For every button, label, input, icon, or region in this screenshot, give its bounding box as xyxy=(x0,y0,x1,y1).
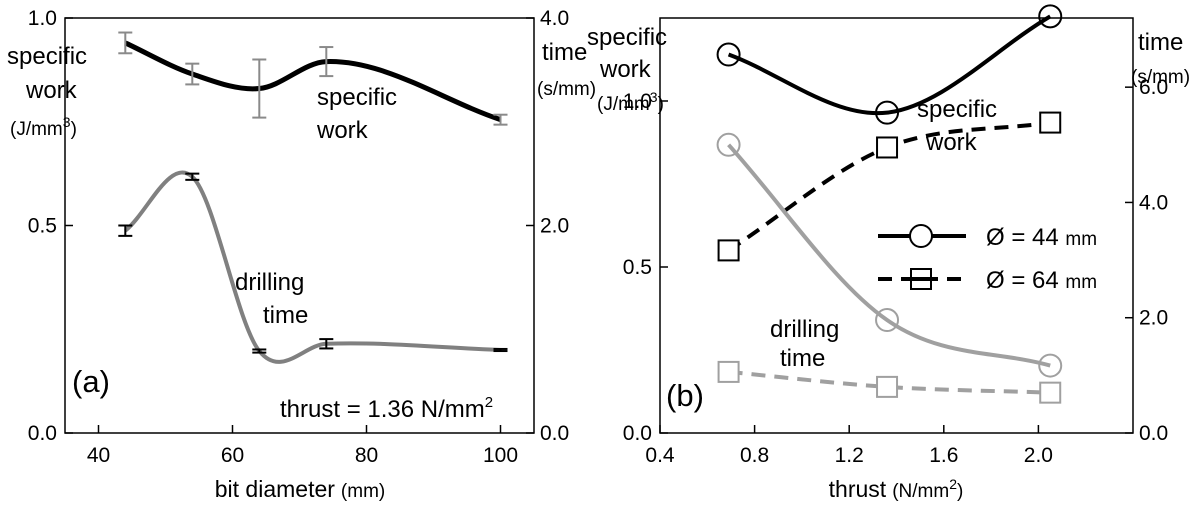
square-marker xyxy=(717,239,740,262)
x-axis-label-unit: (mm) xyxy=(341,481,385,502)
circle-marker xyxy=(716,42,741,67)
legend-marker-circle xyxy=(909,224,933,248)
legend-entry-64-symbol: Ø xyxy=(986,267,1005,294)
annotation-thrust-text: thrust = 1.36 N/mm xyxy=(280,396,485,423)
annotation-drilling-time: drilling xyxy=(770,316,839,343)
x-axis-label-text: bit diameter xyxy=(215,476,336,502)
circle-marker xyxy=(1038,4,1063,29)
series-line xyxy=(124,40,502,123)
legend-entry-44-text: = 44 xyxy=(1005,224,1066,251)
x-axis-label-close: ) xyxy=(957,481,963,502)
ticks-a: 40 60 80 100 0.0 0.5 1.0 0.0 2.0 4.0 xyxy=(28,7,569,467)
series-line xyxy=(727,143,1051,368)
annotation-drilling-time-2: time xyxy=(263,302,308,329)
y-left-label-line2: work xyxy=(599,56,652,83)
square-marker xyxy=(1039,381,1062,404)
y-right-tick-label: 2.0 xyxy=(540,215,569,238)
legend-entry-44-unit: mm xyxy=(1065,229,1097,250)
annotation-drilling-time: drilling xyxy=(235,269,304,296)
y-left-unit-sup: 3 xyxy=(63,114,71,130)
y-left-tick-label: 0.0 xyxy=(28,422,57,445)
y-left-tick-label: 0.0 xyxy=(623,422,652,445)
annotation-thrust-sup: 2 xyxy=(485,394,493,411)
circle-marker xyxy=(875,308,900,333)
x-tick-label: 2.0 xyxy=(1024,444,1053,467)
x-axis-label-sup: 2 xyxy=(949,476,957,492)
x-tick-label: 80 xyxy=(355,444,378,467)
series-line xyxy=(123,170,501,364)
series-b xyxy=(716,4,1063,404)
y-left-unit: (J/mm3) xyxy=(10,114,77,140)
panel-label-b: (b) xyxy=(666,378,704,413)
legend-entry-44-symbol: Ø xyxy=(986,224,1005,251)
x-axis-label-unit: (N/mm xyxy=(892,481,949,502)
y-left-unit-close: ) xyxy=(658,94,664,115)
annotation-specific-work: specific xyxy=(917,96,997,123)
legend-entry-44: Ø = 44 mm xyxy=(986,224,1097,251)
series-line xyxy=(728,369,1051,395)
y-left-tick-label: 1.0 xyxy=(623,90,652,113)
annotation-specific-work-2: work xyxy=(925,129,978,156)
x-axis-label: bit diameter (mm) xyxy=(215,476,385,502)
y-right-tick-label: 6.0 xyxy=(1139,76,1168,99)
annotation-thrust: thrust = 1.36 N/mm2 xyxy=(280,394,493,423)
ticks-b: 0.4 0.8 1.2 1.6 2.0 0.0 0.5 1.0 0.0 2.0 4.0 6.0 xyxy=(623,76,1168,467)
plot-frame-a xyxy=(64,17,535,434)
series-a xyxy=(118,31,508,364)
x-axis-label-text: thrust xyxy=(829,476,887,502)
annotation-specific-work-2: work xyxy=(316,117,369,144)
legend: Ø = 44 mm Ø = 64 mm xyxy=(878,224,1097,294)
y-right-tick-label: 0.0 xyxy=(540,422,569,445)
y-left-unit-close: ) xyxy=(71,119,77,140)
y-left-label-line2: work xyxy=(25,77,78,104)
x-tick-label: 1.2 xyxy=(835,444,864,467)
x-tick-label: 60 xyxy=(221,444,244,467)
y-right-tick-label: 4.0 xyxy=(1139,191,1168,214)
x-tick-label: 0.4 xyxy=(645,444,675,467)
annotation-drilling-time-2: time xyxy=(780,345,825,372)
y-left-tick-label: 1.0 xyxy=(28,7,57,30)
y-left-unit-sup: 3 xyxy=(650,89,658,105)
square-marker xyxy=(717,360,740,383)
y-left-tick-label: 0.5 xyxy=(28,215,57,238)
panel-label-a: (a) xyxy=(72,364,110,399)
circle-marker xyxy=(716,132,741,157)
square-marker xyxy=(876,136,899,159)
y-right-tick-label: 2.0 xyxy=(1139,307,1168,330)
x-tick-label: 100 xyxy=(483,444,518,467)
legend-entry-64-unit: mm xyxy=(1065,272,1097,293)
y-right-tick-label: 0.0 xyxy=(1139,422,1168,445)
x-tick-label: 40 xyxy=(87,444,110,467)
y-left-label-line1: specific xyxy=(7,43,87,70)
legend-entry-64-text: = 64 xyxy=(1005,267,1066,294)
circle-marker xyxy=(1038,353,1063,378)
panel-a: 40 60 80 100 0.0 0.5 1.0 0.0 2.0 4.0 specific wor… xyxy=(7,7,596,502)
y-right-unit: (s/mm) xyxy=(537,79,596,100)
circle-marker xyxy=(875,100,900,125)
plot-frame-b xyxy=(659,17,1134,434)
legend-entry-64: Ø = 64 mm xyxy=(986,267,1097,294)
y-right-label: time xyxy=(542,39,587,66)
x-tick-label: 1.6 xyxy=(929,444,958,467)
y-left-tick-label: 0.5 xyxy=(623,256,652,279)
panel-b: 0.4 0.8 1.2 1.6 2.0 0.0 0.5 1.0 0.0 2.0 4.0 6.0 spe… xyxy=(587,4,1189,502)
y-left-label-line1: specific xyxy=(587,24,667,51)
x-axis-label: thrust (N/mm2) xyxy=(829,476,964,502)
y-right-tick-label: 4.0 xyxy=(540,7,569,30)
square-marker xyxy=(1039,111,1062,134)
y-right-label: time xyxy=(1138,29,1183,56)
annotation-specific-work: specific xyxy=(317,84,397,111)
y-left-unit: (J/mm3) xyxy=(597,89,664,115)
y-left-unit-text: (J/mm xyxy=(10,119,63,140)
y-left-unit-text: (J/mm xyxy=(597,94,650,115)
x-tick-label: 0.8 xyxy=(740,444,769,467)
square-marker xyxy=(876,375,899,398)
series-line xyxy=(727,14,1052,116)
y-right-unit: (s/mm) xyxy=(1131,67,1189,88)
